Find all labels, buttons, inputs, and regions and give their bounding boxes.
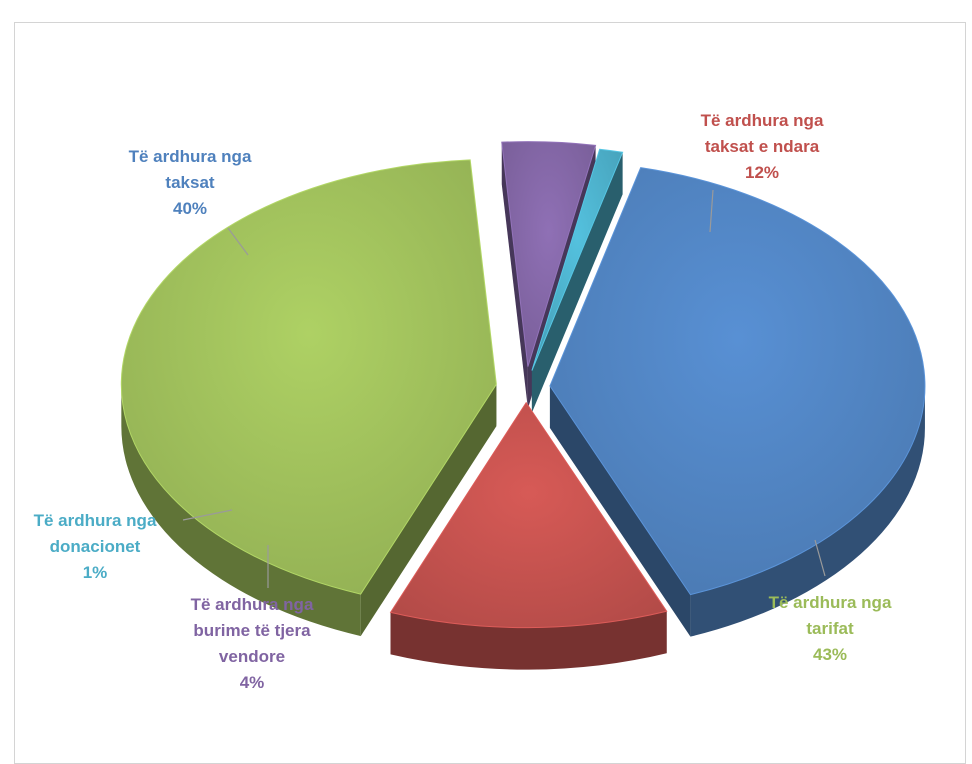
pie-labels: Të ardhura nga taksat e ndara 12% Të ardhur…: [34, 111, 892, 692]
pie-slice: [549, 167, 926, 596]
data-label-percent: 1%: [83, 563, 108, 582]
data-label-text: Të ardhura nga: [769, 593, 892, 612]
data-label-text: taksat e ndara: [705, 137, 820, 156]
data-label-percent: 40%: [173, 199, 207, 218]
data-label-text: Të ardhura nga: [191, 595, 314, 614]
data-label-text: tarifat: [806, 619, 854, 638]
pie-slice-cut-face: [501, 142, 528, 409]
pie-slice-side: [390, 611, 667, 670]
data-label-text: Të ardhura nga: [34, 511, 157, 530]
data-label-text: Të ardhura nga: [129, 147, 252, 166]
leader-line: [182, 509, 233, 521]
pie-slice-cut-face: [549, 385, 691, 637]
pie-slice-cut-face: [531, 152, 623, 413]
leader-line: [709, 189, 714, 233]
leader-line: [814, 539, 826, 577]
data-label-text: Të ardhura nga: [701, 111, 824, 130]
pie-slice: [389, 401, 668, 629]
data-label-text: vendore: [219, 647, 285, 666]
data-label-text: burime të tjera: [193, 621, 311, 640]
pie-chart: Të ardhura nga taksat e ndara 12% Të ardhur…: [34, 111, 926, 692]
pie-slice: [120, 159, 497, 595]
pie-slice-side: [690, 385, 925, 637]
pie-slice-cut-face: [360, 384, 497, 637]
data-label-percent: 43%: [813, 645, 847, 664]
data-label-percent: 12%: [745, 163, 779, 182]
data-label-text: taksat: [165, 173, 214, 192]
pie-slice: [531, 148, 624, 371]
pie-slice: [501, 141, 597, 367]
leader-line: [227, 227, 249, 256]
pie-slice-side: [121, 384, 361, 637]
data-label-text: donacionet: [50, 537, 141, 556]
pie-tops: [120, 141, 926, 629]
data-label-percent: 4%: [240, 673, 265, 692]
